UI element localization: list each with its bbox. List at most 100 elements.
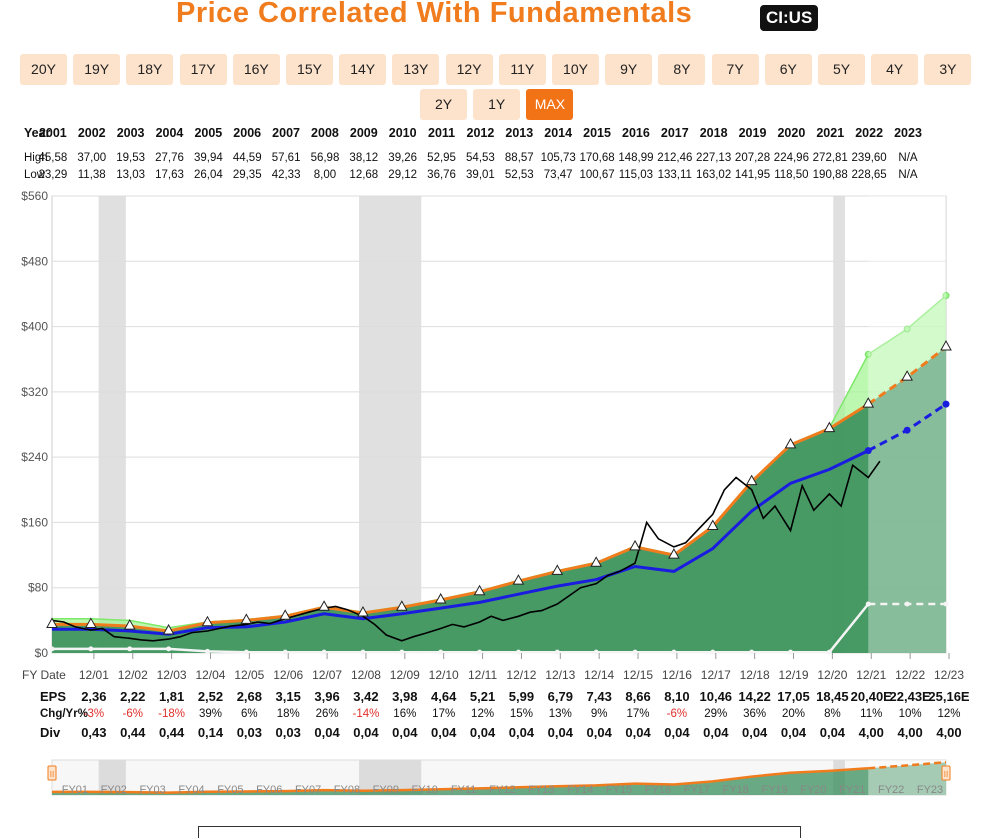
low-row-cell: 73,47 [543, 169, 573, 181]
eps-row-cell: 3,15 [275, 689, 301, 704]
fair-value-marker[interactable] [123, 619, 136, 630]
fair-value-marker[interactable] [862, 397, 875, 408]
fair-value-marker[interactable] [784, 437, 797, 449]
range-button-12y[interactable]: 12Y [445, 54, 493, 85]
high-row-cell: 52,95 [427, 152, 456, 164]
navigator-handle-right[interactable]: II [941, 765, 951, 781]
fair-value-marker[interactable] [279, 609, 292, 620]
navigator-handle-left-grip[interactable] [47, 765, 57, 781]
normal-pe-line [52, 449, 869, 636]
div-row-cell: 0,04 [625, 725, 651, 740]
dividend-point [282, 649, 288, 655]
y-tick-label: $320 [21, 385, 48, 399]
high-row-cell: 19,53 [116, 152, 145, 164]
range-button-17y[interactable]: 17Y [179, 54, 227, 85]
range-button-4y[interactable]: 4Y [871, 54, 919, 85]
high-row-cell: 56,98 [310, 152, 340, 164]
dividend-point [632, 649, 638, 655]
chg-row-cell: -6% [666, 708, 688, 720]
range-button-11y[interactable]: 11Y [498, 54, 546, 85]
chg-row-cell: 11% [860, 708, 883, 720]
range-button-19y[interactable]: 19Y [73, 54, 121, 85]
navigator-handle-right-grip[interactable] [941, 765, 951, 781]
high-row-cell: 170,68 [579, 152, 615, 164]
year-row-cell: 2013 [505, 126, 534, 140]
div-row-cell: 0,04 [703, 725, 729, 740]
x-tick-label: 12/21 [856, 668, 886, 682]
eps-row-cell: 3,42 [353, 689, 379, 704]
fair-value-marker[interactable] [901, 370, 913, 381]
fair-value-marker[interactable] [434, 592, 447, 604]
x-tick-label: 12/03 [157, 668, 187, 682]
fair-value-marker[interactable] [473, 584, 486, 596]
range-button-16y[interactable]: 16Y [232, 54, 280, 85]
header: Price Correlated With Fundamentals CI:US [0, 0, 1000, 36]
navigator-label: FY17 [684, 784, 710, 796]
high-row-cell: 57,61 [271, 152, 301, 164]
navigator-label: FY02 [101, 784, 127, 796]
fair-value-marker[interactable] [395, 600, 408, 611]
eps-row-cell: 6,79 [547, 689, 573, 704]
dividend-point [204, 648, 210, 654]
range-button-1y[interactable]: 1Y [473, 89, 521, 120]
chg-row-cell: 12% [937, 708, 961, 720]
chg-row-cell: 39% [198, 708, 222, 720]
fair-value-marker[interactable] [745, 474, 758, 486]
range-button-6y[interactable]: 6Y [764, 54, 812, 85]
chg-row-cell: -6% [122, 708, 143, 720]
range-button-8y[interactable]: 8Y [658, 54, 706, 85]
fair-value-marker[interactable] [201, 615, 214, 627]
fair-value-marker[interactable] [629, 539, 641, 551]
range-button-20y[interactable]: 20Y [20, 54, 67, 85]
range-button-2y[interactable]: 2Y [420, 89, 467, 120]
chg-row-cell: 29% [704, 708, 728, 720]
div-row-cell: 0,04 [664, 725, 690, 740]
recession-band [98, 196, 126, 653]
dividend-point [49, 646, 55, 652]
fair-value-marker[interactable] [668, 548, 680, 559]
navigator-label: FY14 [567, 784, 593, 796]
range-button-18y[interactable]: 18Y [126, 54, 174, 85]
low-row-cell: 29,12 [388, 169, 418, 181]
dividend-point [865, 601, 871, 607]
timeline-navigator[interactable]: FY01 FY02 FY03 FY04 FY05 FY06 FY07 FY08 FY09 FY10… [0, 758, 1000, 818]
navigator-handle-left[interactable]: II [47, 765, 57, 781]
year-row-cell: 2007 [272, 126, 300, 140]
fair-value-marker[interactable] [46, 617, 58, 628]
range-button-9y[interactable]: 9Y [605, 54, 653, 85]
fair-value-marker[interactable] [512, 574, 525, 585]
year-row-cell: 2023 [894, 126, 922, 140]
fair-value-marker[interactable] [706, 519, 719, 531]
fair-value-marker[interactable] [823, 421, 836, 433]
eps-row-cell: 25,16E [928, 689, 970, 704]
range-button-max[interactable]: MAX [526, 89, 574, 120]
chg-row-cell: 13% [548, 708, 572, 720]
low-row-cell: 12,68 [349, 169, 379, 181]
range-button-15y[interactable]: 15Y [286, 54, 333, 85]
fair-value-marker[interactable] [318, 600, 330, 611]
low-row-cell: 133,11 [657, 169, 692, 181]
page-title: Price Correlated With Fundamentals [176, 0, 693, 29]
fair-value-marker[interactable] [551, 564, 564, 575]
range-button-13y[interactable]: 13Y [392, 54, 440, 85]
x-tick-label: 12/11 [468, 668, 497, 682]
low-row-cell: N/A [898, 169, 918, 181]
fair-value-marker[interactable] [940, 339, 952, 351]
range-button-5y[interactable]: 5Y [818, 54, 865, 85]
fair-value-marker[interactable] [357, 605, 369, 617]
fair-value-marker[interactable] [85, 617, 97, 628]
low-row-cell: 100,67 [579, 169, 615, 181]
range-button-10y[interactable]: 10Y [552, 54, 599, 85]
x-tick-label: 12/08 [351, 668, 381, 682]
div-row-cell: 0,04 [508, 725, 535, 740]
div-row-cell: 0,04 [353, 725, 379, 740]
range-button-3y[interactable]: 3Y [924, 54, 972, 85]
dividend-point [671, 649, 677, 655]
div-row-cell: 0,04 [469, 725, 496, 740]
fair-value-marker[interactable] [590, 556, 603, 567]
fair-value-marker[interactable] [162, 623, 175, 635]
fair-value-marker[interactable] [240, 613, 253, 624]
range-button-7y[interactable]: 7Y [711, 54, 759, 85]
range-button-14y[interactable]: 14Y [339, 54, 387, 85]
navigator-label: FY16 [645, 784, 671, 796]
